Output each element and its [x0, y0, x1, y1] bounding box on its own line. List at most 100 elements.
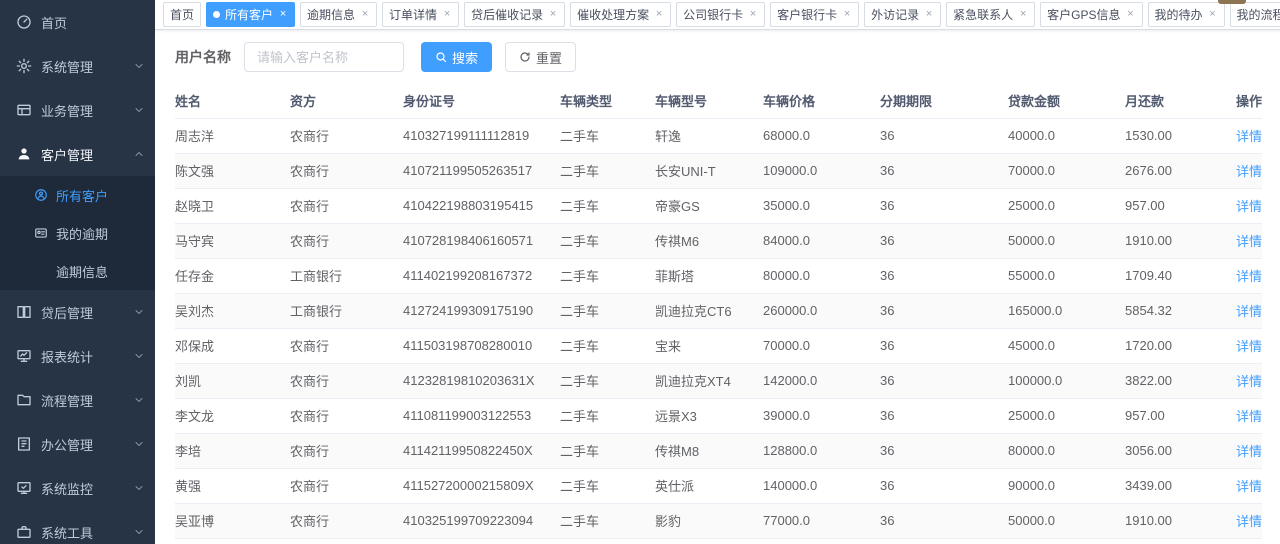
details-link[interactable]: 详情: [1235, 374, 1262, 389]
tab-field-visit-records[interactable]: 外访记录 ×: [864, 2, 942, 27]
table-row: 陈文强 农商行 410721199505263517 二手车 长安UNI-T 109000…: [175, 153, 1262, 189]
tab-label: 订单详情: [389, 8, 438, 22]
column-header-installment-term: 分期期限: [880, 84, 1008, 119]
table-body: 周志洋 农商行 410327199111112819 二手车 轩逸 68000.0 36 40…: [175, 118, 1262, 544]
column-header-actions: 操作: [1235, 84, 1262, 119]
sidebar-item-my-overdue[interactable]: 我的逾期: [0, 214, 155, 252]
office-icon: [16, 436, 32, 452]
sidebar-item-system-tools[interactable]: 系统工具: [0, 510, 155, 544]
details-link[interactable]: 详情: [1235, 339, 1262, 354]
active-tab-dot: [213, 11, 221, 18]
all-customers-icon: [34, 188, 48, 202]
cell-loan-amount: 50000.0: [1008, 223, 1125, 259]
cell-monthly-payment: 3439.00: [1125, 468, 1235, 504]
details-link[interactable]: 详情: [1235, 444, 1262, 459]
table-row: 邓保成 农商行 411503198708280010 二手车 宝来 70000.0 36 45…: [175, 328, 1262, 364]
chevron-down-icon: [133, 350, 145, 362]
tab-close-icon[interactable]: ×: [549, 8, 557, 20]
sidebar-item-process-mgmt[interactable]: 流程管理: [0, 378, 155, 422]
reset-button[interactable]: 重置: [505, 42, 577, 72]
details-link[interactable]: 详情: [1235, 514, 1262, 529]
search-button[interactable]: 搜索: [421, 42, 493, 72]
cell-vehicle-price: 39000.0: [763, 398, 880, 434]
sidebar-item-label: 业务管理: [41, 103, 94, 119]
column-header-funder: 资方: [290, 84, 403, 119]
tab-close-icon[interactable]: ×: [925, 8, 933, 20]
sidebar-item-report-stats[interactable]: 报表统计: [0, 334, 155, 378]
reset-button-label: 重置: [536, 50, 563, 66]
tab-close-icon[interactable]: ×: [279, 8, 287, 20]
details-link[interactable]: 详情: [1235, 234, 1262, 249]
tab-collection-plans[interactable]: 催收处理方案 ×: [570, 2, 672, 27]
cell-funder: 农商行: [290, 363, 403, 399]
chevron-down-icon: [133, 104, 145, 116]
user-avatar-partial[interactable]: [1218, 0, 1246, 4]
cell-installment-term: 36: [880, 468, 1008, 504]
tab-emergency-contacts[interactable]: 紧急联系人 ×: [946, 2, 1036, 27]
tab-postloan-collection-records[interactable]: 贷后催收记录 ×: [464, 2, 566, 27]
chevron-down-icon: [133, 60, 145, 72]
tab-order-details[interactable]: 订单详情 ×: [382, 2, 460, 27]
tab-close-icon[interactable]: ×: [749, 8, 757, 20]
tab-all-customers[interactable]: 所有客户 ×: [206, 2, 296, 27]
sidebar-item-office-mgmt[interactable]: 办公管理: [0, 422, 155, 466]
tab-close-icon[interactable]: ×: [443, 8, 451, 20]
sidebar-item-postloan-mgmt[interactable]: 贷后管理: [0, 290, 155, 334]
tab-close-icon[interactable]: ×: [843, 8, 851, 20]
details-link[interactable]: 详情: [1235, 164, 1262, 179]
cell-id-number: 410728198406160571: [403, 223, 560, 259]
tab-close-icon[interactable]: ×: [1019, 8, 1027, 20]
customer-table-container: 姓名 资方 身份证号 车辆类型 车辆型号 车辆价格 分期期限 贷款金额 月还款 操作 周志洋 农商行…: [155, 84, 1280, 544]
sidebar-item-home[interactable]: 首页: [0, 0, 155, 44]
tabs-bar: 首页 所有客户 × 逾期信息 × 订单详情 × 贷后催收记录 × 催收处理方案 × 公司银行卡 × 客户银…: [155, 0, 1280, 30]
chevron-down-icon: [133, 306, 145, 318]
cell-vehicle-model: 菲斯塔: [655, 258, 763, 294]
details-link[interactable]: 详情: [1235, 199, 1262, 214]
cell-funder: 工商银行: [290, 258, 403, 294]
tab-close-icon[interactable]: ×: [361, 8, 369, 20]
cell-vehicle-type: 二手车: [560, 503, 655, 539]
sidebar-item-system-monitor[interactable]: 系统监控: [0, 466, 155, 510]
table-row: 李培 农商行 41142119950822450X 二手车 传祺M8 128800.0 36…: [175, 433, 1262, 469]
cell-name: 王亚辉: [175, 538, 290, 544]
sidebar-item-business-mgmt[interactable]: 业务管理: [0, 88, 155, 132]
cell-funder: 农商行: [290, 433, 403, 469]
sidebar-item-system-mgmt[interactable]: 系统管理: [0, 44, 155, 88]
tab-company-bank-cards[interactable]: 公司银行卡 ×: [676, 2, 766, 27]
sidebar-item-overdue-info[interactable]: 逾期信息: [0, 252, 155, 290]
tab-close-icon[interactable]: ×: [655, 8, 663, 20]
cell-funder: 工商银行: [290, 293, 403, 329]
details-link[interactable]: 详情: [1235, 304, 1262, 319]
tab-customer-gps-info[interactable]: 客户GPS信息 ×: [1040, 2, 1143, 27]
tab-home[interactable]: 首页: [163, 2, 202, 27]
sidebar-item-customer-mgmt[interactable]: 客户管理: [0, 132, 155, 176]
sidebar-item-label: 流程管理: [41, 393, 94, 409]
search-input[interactable]: [244, 42, 404, 72]
cell-installment-term: 36: [880, 363, 1008, 399]
cell-id-number: 411081199003122553: [403, 398, 560, 434]
details-link[interactable]: 详情: [1235, 409, 1262, 424]
details-link[interactable]: 详情: [1235, 479, 1262, 494]
tab-my-todo[interactable]: 我的待办 ×: [1147, 2, 1225, 27]
tab-close-icon[interactable]: ×: [1209, 8, 1216, 20]
cell-installment-term: 36: [880, 293, 1008, 329]
tab-my-processes[interactable]: 我的流程×: [1229, 2, 1280, 27]
cell-name: 周志洋: [175, 118, 290, 154]
chevron-down-icon: [133, 482, 145, 494]
tab-customer-bank-cards[interactable]: 客户银行卡 ×: [770, 2, 860, 27]
details-link[interactable]: 详情: [1235, 129, 1262, 144]
cell-id-number: 410422198803195415: [403, 188, 560, 224]
sidebar-item-all-customers[interactable]: 所有客户: [0, 176, 155, 214]
tab-label: 贷后催收记录: [471, 8, 544, 22]
process-icon: [16, 392, 32, 408]
details-link[interactable]: 详情: [1235, 269, 1262, 284]
main-area: 首页 所有客户 × 逾期信息 × 订单详情 × 贷后催收记录 × 催收处理方案 × 公司银行卡 × 客户银…: [155, 0, 1280, 544]
tab-overdue-info[interactable]: 逾期信息 ×: [300, 2, 378, 27]
cell-vehicle-type: 二手车: [560, 433, 655, 469]
cell-funder: 农商行: [290, 328, 403, 364]
cell-vehicle-price: 80000.0: [763, 258, 880, 294]
cell-vehicle-price: [763, 538, 880, 544]
cell-name: 刘凯: [175, 363, 290, 399]
cell-loan-amount: 25000.0: [1008, 188, 1125, 224]
tab-close-icon[interactable]: ×: [1127, 8, 1134, 20]
